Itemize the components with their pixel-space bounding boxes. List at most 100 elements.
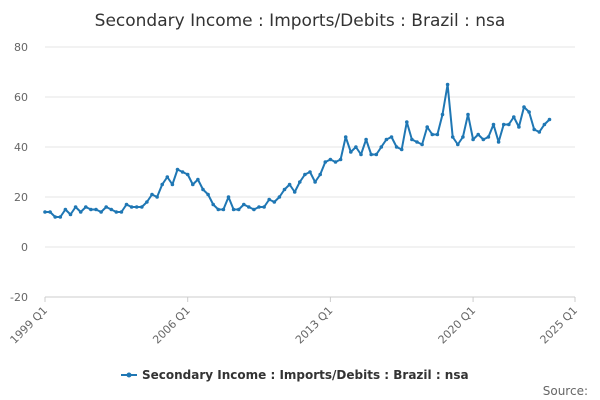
- data-point[interactable]: [328, 157, 333, 162]
- data-point[interactable]: [160, 182, 164, 187]
- data-point[interactable]: [145, 200, 149, 204]
- data-point[interactable]: [338, 157, 343, 162]
- data-point[interactable]: [262, 205, 266, 209]
- data-point[interactable]: [252, 207, 256, 212]
- data-point[interactable]: [298, 180, 302, 184]
- data-point[interactable]: [277, 195, 282, 199]
- data-point[interactable]: [313, 180, 317, 184]
- data-point[interactable]: [43, 210, 47, 214]
- data-point[interactable]: [389, 135, 394, 139]
- data-point[interactable]: [323, 160, 328, 164]
- data-point[interactable]: [140, 205, 144, 209]
- data-point[interactable]: [450, 135, 455, 139]
- data-point[interactable]: [231, 207, 236, 212]
- data-point[interactable]: [512, 115, 516, 119]
- data-point[interactable]: [170, 182, 175, 187]
- data-point[interactable]: [247, 205, 251, 209]
- data-point[interactable]: [379, 145, 384, 149]
- data-point[interactable]: [129, 205, 134, 209]
- data-point[interactable]: [53, 215, 57, 219]
- data-point[interactable]: [481, 137, 486, 142]
- data-point[interactable]: [221, 207, 226, 212]
- data-point[interactable]: [226, 195, 231, 199]
- data-point[interactable]: [308, 170, 312, 174]
- data-point[interactable]: [399, 147, 404, 152]
- data-point[interactable]: [287, 182, 292, 187]
- data-point[interactable]: [292, 190, 297, 194]
- data-point[interactable]: [471, 137, 475, 142]
- data-point[interactable]: [84, 205, 88, 209]
- data-point[interactable]: [354, 145, 358, 149]
- data-point[interactable]: [175, 167, 180, 172]
- data-point[interactable]: [420, 142, 424, 147]
- data-point[interactable]: [78, 210, 83, 214]
- data-point[interactable]: [466, 112, 470, 117]
- data-point[interactable]: [211, 202, 215, 207]
- data-point[interactable]: [89, 207, 93, 212]
- data-point[interactable]: [114, 210, 119, 214]
- data-point[interactable]: [547, 117, 552, 122]
- data-point[interactable]: [48, 210, 52, 214]
- data-point[interactable]: [405, 120, 409, 124]
- data-point[interactable]: [165, 175, 170, 179]
- data-point[interactable]: [242, 202, 246, 207]
- data-point[interactable]: [384, 137, 389, 142]
- data-point[interactable]: [104, 205, 108, 209]
- data-point[interactable]: [272, 200, 277, 204]
- data-point[interactable]: [318, 172, 323, 177]
- data-point[interactable]: [445, 82, 450, 87]
- data-point[interactable]: [374, 152, 379, 157]
- data-point[interactable]: [456, 142, 460, 147]
- data-point[interactable]: [537, 130, 542, 134]
- data-point[interactable]: [517, 125, 521, 129]
- data-point[interactable]: [425, 125, 430, 129]
- data-point[interactable]: [394, 145, 399, 149]
- data-point[interactable]: [364, 137, 368, 142]
- data-point[interactable]: [532, 127, 536, 132]
- data-point[interactable]: [236, 207, 241, 212]
- data-point[interactable]: [522, 105, 526, 109]
- data-point[interactable]: [430, 132, 435, 137]
- data-point[interactable]: [63, 207, 68, 212]
- data-point[interactable]: [349, 150, 353, 154]
- data-point[interactable]: [109, 207, 114, 212]
- data-point[interactable]: [527, 110, 531, 114]
- data-point[interactable]: [94, 207, 98, 212]
- data-point[interactable]: [491, 122, 496, 127]
- data-point[interactable]: [486, 135, 491, 139]
- data-point[interactable]: [196, 177, 200, 182]
- data-point[interactable]: [507, 122, 511, 127]
- data-point[interactable]: [359, 152, 363, 157]
- data-point[interactable]: [369, 152, 374, 157]
- data-point[interactable]: [150, 192, 154, 197]
- data-point[interactable]: [333, 160, 338, 164]
- data-point[interactable]: [134, 205, 139, 209]
- data-point[interactable]: [119, 210, 124, 214]
- data-point[interactable]: [191, 182, 195, 187]
- data-point[interactable]: [68, 212, 73, 217]
- data-point[interactable]: [542, 122, 547, 127]
- data-point[interactable]: [461, 135, 465, 139]
- data-point[interactable]: [435, 132, 440, 137]
- data-point[interactable]: [185, 172, 190, 177]
- data-point[interactable]: [201, 187, 205, 192]
- data-point[interactable]: [267, 197, 272, 202]
- data-point[interactable]: [303, 172, 307, 177]
- data-point[interactable]: [124, 202, 129, 207]
- data-point[interactable]: [415, 140, 419, 144]
- data-point[interactable]: [180, 170, 185, 174]
- data-point[interactable]: [410, 137, 414, 142]
- data-point[interactable]: [257, 205, 261, 209]
- data-point[interactable]: [496, 140, 501, 144]
- data-point[interactable]: [155, 195, 159, 199]
- data-point[interactable]: [216, 207, 221, 212]
- legend[interactable]: Secondary Income : Imports/Debits : Braz…: [121, 368, 469, 382]
- data-point[interactable]: [73, 205, 78, 209]
- data-point[interactable]: [99, 210, 103, 214]
- data-point[interactable]: [206, 192, 210, 197]
- data-point[interactable]: [343, 135, 348, 139]
- data-point[interactable]: [501, 122, 506, 127]
- data-point[interactable]: [58, 215, 63, 219]
- data-point[interactable]: [440, 112, 445, 117]
- data-point[interactable]: [282, 187, 287, 192]
